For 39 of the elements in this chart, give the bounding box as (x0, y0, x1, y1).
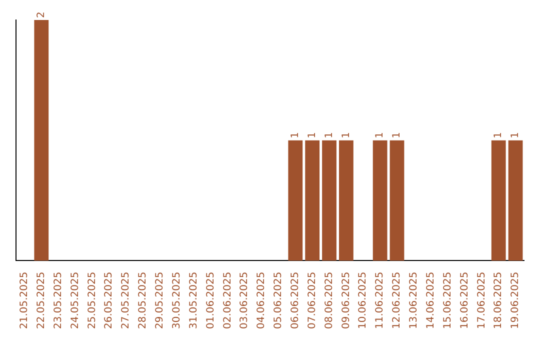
x-tick-label: 11.06.2025 (374, 272, 386, 330)
data-label: 1 (392, 132, 403, 138)
x-tick-label: 15.06.2025 (442, 272, 454, 330)
x-tick-label: 26.05.2025 (104, 272, 115, 330)
x-tick-label: 14.06.2025 (425, 272, 436, 330)
x-tick-label: 24.05.2025 (70, 272, 81, 330)
x-tick-label: 23.05.2025 (52, 272, 64, 330)
x-tick-label: 06.06.2025 (290, 272, 301, 330)
data-label: 1 (306, 132, 318, 138)
x-tick-label: 09.06.2025 (340, 272, 352, 330)
x-tick-label: 03.06.2025 (239, 272, 250, 330)
data-label: 2 (36, 12, 47, 18)
x-tick-label: 30.05.2025 (171, 272, 182, 330)
data-label: 1 (510, 132, 522, 138)
x-tick-label: 13.06.2025 (408, 272, 420, 330)
data-label: 1 (324, 132, 335, 138)
data-label: 1 (340, 132, 352, 138)
x-tick-label: 19.06.2025 (510, 272, 522, 330)
x-tick-label: 12.06.2025 (392, 272, 403, 330)
x-tick-label: 02.06.2025 (222, 272, 234, 330)
x-tick-label: 07.06.2025 (306, 272, 318, 330)
x-tick-label: 04.06.2025 (256, 272, 268, 330)
x-tick-label: 21.05.2025 (19, 272, 30, 330)
data-label: 1 (290, 132, 301, 138)
x-tick-label: 27.05.2025 (120, 272, 132, 330)
x-tick-label: 25.05.2025 (86, 272, 98, 330)
x-tick-label: 08.06.2025 (324, 272, 335, 330)
x-tick-label: 31.05.2025 (188, 272, 200, 330)
x-tick-label: 16.06.2025 (459, 272, 470, 330)
x-tick-label: 17.06.2025 (476, 272, 488, 330)
x-tick-label: 28.05.2025 (138, 272, 149, 330)
x-tick-label: 29.05.2025 (154, 272, 166, 330)
data-label: 1 (493, 132, 504, 138)
data-label: 1 (374, 132, 386, 138)
x-tick-label: 10.06.2025 (358, 272, 369, 330)
x-tick-label: 05.06.2025 (273, 272, 284, 330)
x-tick-label: 01.06.2025 (205, 272, 216, 330)
x-tick-label: 22.05.2025 (36, 272, 47, 330)
x-tick-label: 18.06.2025 (493, 272, 504, 330)
